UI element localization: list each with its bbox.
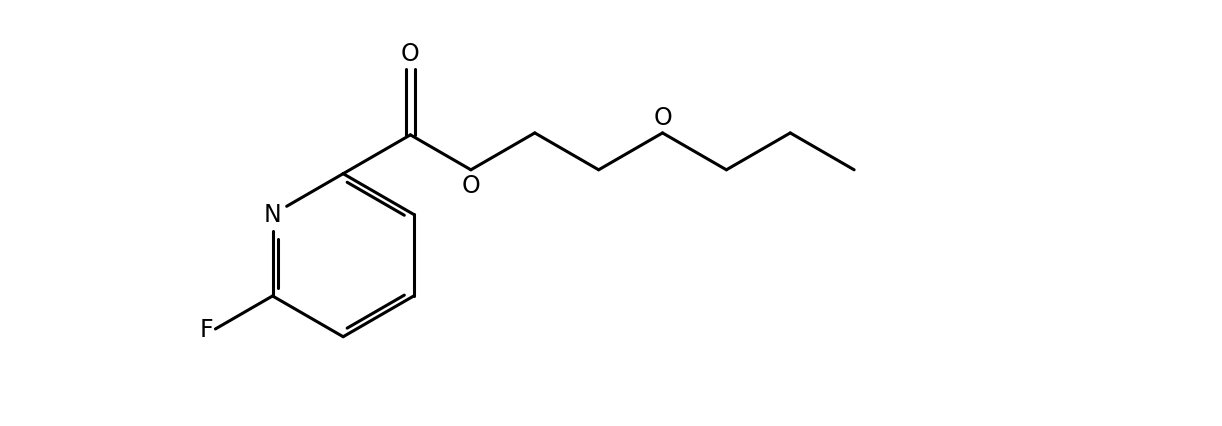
Text: F: F: [199, 317, 213, 341]
Text: O: O: [401, 42, 420, 66]
Text: N: N: [264, 203, 281, 227]
Text: O: O: [653, 106, 672, 130]
Text: O: O: [462, 174, 480, 198]
